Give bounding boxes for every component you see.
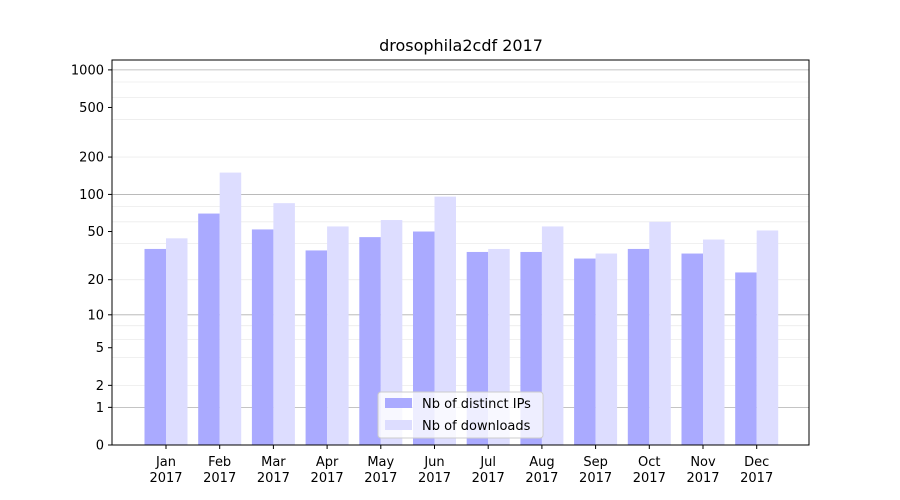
legend-label-downloads: Nb of downloads [422, 419, 531, 434]
y-tick-label: 1000 [71, 63, 104, 78]
x-tick-label: Mar 2017 [257, 455, 290, 486]
x-tick-label: May 2017 [364, 455, 397, 486]
bar-downloads [541, 226, 564, 445]
legend-swatch-downloads [385, 420, 412, 430]
bar-downloads [380, 220, 403, 445]
y-tick-label: 10 [87, 308, 104, 323]
y-tick-label: 200 [79, 151, 104, 166]
y-axis: 0 1 2 5 10 20 50 100 200 500 1000 [71, 63, 112, 454]
x-tick-label: Oct 2017 [633, 455, 666, 486]
legend-label-distinct-ips: Nb of distinct IPs [422, 397, 531, 412]
x-tick-label: Apr 2017 [311, 455, 344, 486]
bar-distinct-ips [144, 248, 166, 445]
bar-distinct-ips [574, 258, 596, 445]
x-axis: Jan 2017 Feb 2017 Mar 2017 Apr 2017 May 2017 Jun 20… [149, 445, 773, 486]
x-tick-label: Sep 2017 [579, 455, 612, 486]
x-tick-label: Feb 2017 [203, 455, 236, 486]
x-tick-label: Nov 2017 [686, 455, 719, 486]
x-tick-label: Aug 2017 [525, 455, 558, 486]
bar-downloads [166, 238, 188, 445]
x-tick-label: Jan 2017 [149, 455, 182, 486]
bar-downloads [434, 196, 456, 445]
bar-distinct-ips [627, 248, 650, 445]
y-tick-label: 20 [87, 273, 104, 288]
x-tick-label: Jun 2017 [418, 455, 451, 486]
bar-downloads [327, 226, 349, 445]
legend: Nb of distinct IPs Nb of downloads [377, 391, 544, 439]
bar-downloads [273, 203, 295, 445]
bar-distinct-ips [198, 213, 220, 445]
bar-downloads [649, 221, 671, 445]
x-tick-label: Jul 2017 [472, 455, 505, 486]
bar-distinct-ips [305, 250, 328, 445]
legend-box [377, 391, 544, 439]
bar-downloads [219, 172, 242, 445]
bar-downloads [703, 239, 725, 445]
y-tick-label: 50 [87, 225, 104, 240]
y-tick-label: 500 [79, 101, 104, 116]
bar-downloads [756, 230, 779, 445]
bar-distinct-ips [735, 272, 757, 445]
y-tick-label: 100 [79, 188, 104, 203]
y-tick-label: 1 [96, 401, 104, 416]
y-tick-label: 5 [96, 341, 104, 356]
y-tick-label: 0 [96, 439, 104, 454]
bar-downloads [595, 253, 618, 445]
plot-frame [111, 59, 810, 446]
bar-distinct-ips [251, 229, 274, 445]
bar-distinct-ips [681, 253, 703, 445]
chart-title: drosophila2cdf 2017 [379, 36, 543, 55]
bar-distinct-ips [359, 237, 381, 445]
legend-swatch-distinct-ips [385, 398, 412, 408]
x-tick-label: Dec 2017 [740, 455, 773, 486]
y-tick-label: 2 [96, 379, 104, 394]
